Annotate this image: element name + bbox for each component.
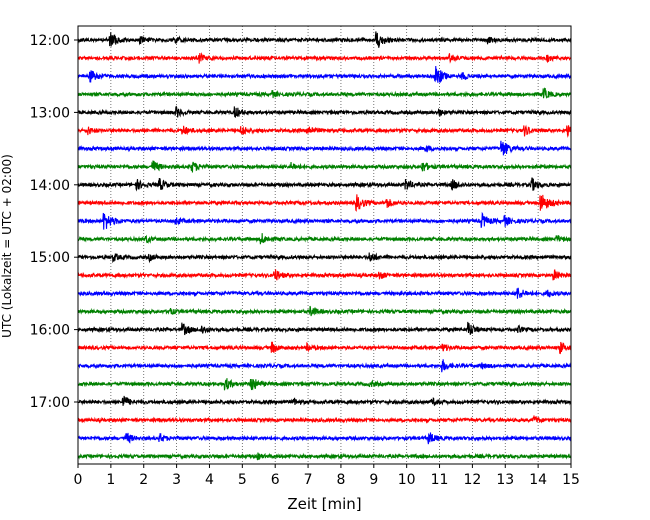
trace-1345 xyxy=(77,160,572,173)
x-tick-label: 15 xyxy=(562,472,580,488)
x-tick-label: 6 xyxy=(271,472,280,488)
trace-1215 xyxy=(77,52,572,64)
trace-1715 xyxy=(77,415,572,424)
x-gridlines xyxy=(110,26,539,464)
plot-area-frame xyxy=(77,25,572,465)
trace-1530 xyxy=(77,287,572,299)
trace-1230 xyxy=(77,65,572,83)
trace-1645 xyxy=(77,378,572,391)
x-tick-label: 7 xyxy=(304,472,313,488)
x-tick-label: 8 xyxy=(336,472,345,488)
x-tick-label: 5 xyxy=(238,472,247,488)
x-tick-label: 12 xyxy=(463,472,481,488)
y-tick-label: 12:00 xyxy=(30,33,70,49)
trace-1630 xyxy=(77,359,572,373)
trace-1415 xyxy=(77,194,572,212)
trace-1400 xyxy=(77,177,572,192)
trace-1315 xyxy=(77,124,572,138)
trace-1330 xyxy=(77,140,572,156)
plot-area-background xyxy=(78,26,571,464)
x-tick-label: 2 xyxy=(139,472,148,488)
trace-1615 xyxy=(77,341,572,355)
y-tick-label: 13:00 xyxy=(30,105,70,121)
trace-1300 xyxy=(77,105,572,118)
x-tick-label: 10 xyxy=(398,472,416,488)
trace-1500 xyxy=(77,252,572,264)
y-axis-ticks: 12:00 13:00 14:00 15:00 16:00 17:00 xyxy=(30,33,78,411)
x-tick-label: 14 xyxy=(529,472,547,488)
x-axis-label: Zeit [min] xyxy=(287,495,361,513)
trace-1200 xyxy=(77,31,572,48)
x-tick-label: 9 xyxy=(369,472,378,488)
trace-1545 xyxy=(77,305,572,317)
trace-1515 xyxy=(77,269,572,281)
y-tick-label: 14:00 xyxy=(30,178,70,194)
y-tick-label: 17:00 xyxy=(30,395,70,411)
trace-1445 xyxy=(77,233,572,245)
trace-1745 xyxy=(77,452,572,461)
x-tick-label: 1 xyxy=(106,472,115,488)
trace-1700 xyxy=(77,395,572,407)
x-tick-label: 13 xyxy=(496,472,514,488)
x-tick-label: 11 xyxy=(431,472,449,488)
y-tick-label: 15:00 xyxy=(30,250,70,266)
x-tick-label: 0 xyxy=(74,472,83,488)
trace-1245 xyxy=(77,87,572,99)
trace-1730 xyxy=(77,432,572,445)
x-axis-ticks: 0 1 2 3 4 5 6 7 8 9 10 11 12 13 14 15 xyxy=(74,464,580,488)
seismogram-traces xyxy=(77,31,572,461)
trace-1430 xyxy=(77,211,572,230)
x-tick-label: 3 xyxy=(172,472,181,488)
trace-1600 xyxy=(77,321,572,336)
y-axis-label: UTC (Lokalzeit = UTC + 02:00) xyxy=(0,154,14,338)
y-tick-label: 16:00 xyxy=(30,323,70,339)
x-tick-label: 4 xyxy=(205,472,214,488)
